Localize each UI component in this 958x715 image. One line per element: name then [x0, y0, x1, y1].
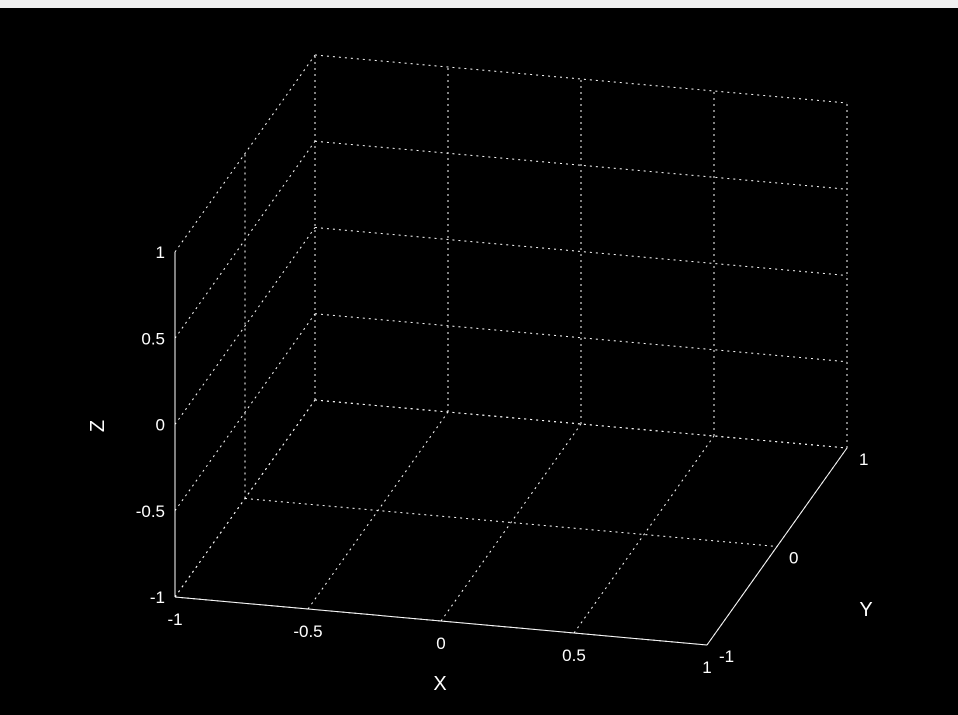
- plot-3d-axes[interactable]: -1 -0.5 0 0.5 1 -1 0 1 -1 -0.5 0 0.5 1 X Y Z: [0, 8, 958, 715]
- z-tick-label: 0: [156, 416, 165, 435]
- plot-canvas[interactable]: -1 -0.5 0 0.5 1 -1 0 1 -1 -0.5 0 0.5 1 X Y Z: [0, 8, 958, 715]
- x-tick-label: 1: [702, 658, 711, 677]
- z-tick-label: -0.5: [136, 502, 165, 521]
- grid-line-floor-y: [244, 498, 778, 547]
- grid-line-side-z: [174, 313, 316, 512]
- grid-line-floor-x: [440, 423, 582, 622]
- grid-line-back-z: [314, 227, 848, 276]
- x-tick-label: -1: [167, 610, 182, 629]
- grid-line-back-z: [314, 54, 848, 104]
- grid-lines: [174, 54, 848, 646]
- grid-line-side-z: [174, 227, 316, 425]
- grid-line-back-z: [314, 399, 848, 449]
- x-tick-label: -0.5: [293, 622, 322, 641]
- grid-line-floor-x: [573, 435, 715, 634]
- grid-line-back-z: [314, 140, 848, 190]
- tick-labels: -1 -0.5 0 0.5 1 -1 0 1 -1 -0.5 0 0.5 1: [136, 243, 869, 677]
- z-tick-label: 0.5: [141, 329, 165, 348]
- x-axis-line: [174, 596, 708, 646]
- x-tick-label: 0: [436, 634, 445, 653]
- window-top-edge: [0, 0, 958, 8]
- grid-line-back-z: [314, 313, 848, 363]
- z-tick-label: 1: [156, 243, 165, 262]
- x-tick-label: 0.5: [562, 646, 586, 665]
- axis-labels: X Y Z: [87, 420, 873, 695]
- y-axis-label: Y: [859, 599, 872, 621]
- y-tick-label: 0: [789, 549, 798, 568]
- grid-line-side-z: [174, 140, 316, 339]
- z-tick-label: -1: [150, 588, 165, 607]
- axis-lines: [174, 252, 848, 646]
- grid-line-side-z: [174, 54, 316, 253]
- y-tick-label: 1: [859, 450, 868, 469]
- x-axis-label: X: [433, 673, 446, 695]
- y-axis-line: [706, 447, 848, 646]
- grid-line-side-z: [174, 399, 316, 598]
- z-axis-label: Z: [87, 420, 109, 432]
- y-tick-label: -1: [719, 647, 734, 666]
